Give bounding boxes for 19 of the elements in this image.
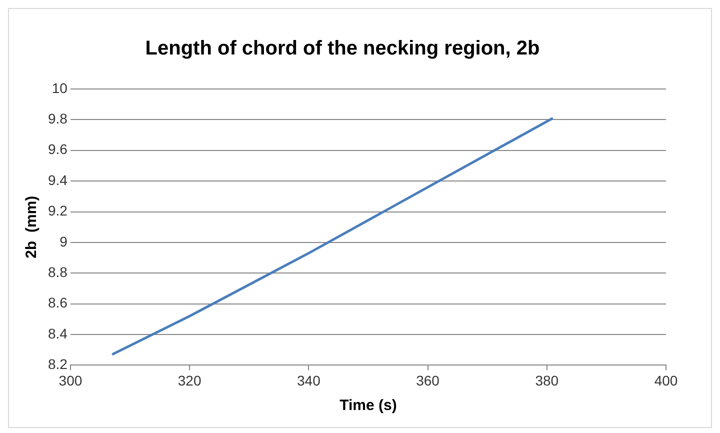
y-tick-label: 8.6 [48,294,68,311]
x-tick-label: 360 [416,372,440,388]
y-tick-label: 8.8 [48,264,68,280]
x-axis-title: Time (s) [340,397,397,414]
y-tick-label: 9 [60,233,68,250]
x-tick-label: 300 [58,372,82,388]
y-tick-label: 8.4 [48,325,68,342]
y-tick-label: 9.4 [48,172,68,188]
x-tick-label: 320 [178,372,202,388]
x-tick-label: 380 [535,372,559,388]
y-axis-title: 2b (mm) [23,196,40,258]
x-tick-label: 400 [654,372,678,388]
x-tick-label: 340 [296,372,321,388]
y-tick-label: 8.2 [48,356,68,372]
chart-title: Length of chord of the necking region, 2b [145,38,540,60]
y-tick-label: 9.8 [48,110,68,127]
y-tick-label: 9.2 [48,202,68,219]
y-tick-label: 10 [52,80,68,96]
y-tick-label: 9.6 [48,141,68,158]
